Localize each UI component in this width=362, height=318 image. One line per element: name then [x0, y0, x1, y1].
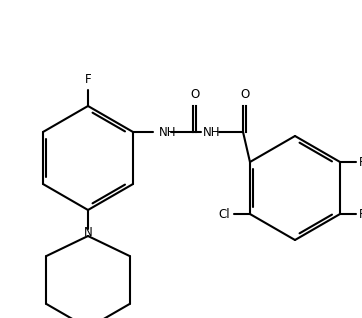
Text: O: O: [240, 88, 249, 101]
Text: Cl: Cl: [218, 208, 230, 220]
Text: F: F: [359, 208, 362, 220]
Text: NH: NH: [203, 126, 220, 139]
Text: O: O: [190, 88, 199, 101]
Text: F: F: [85, 73, 91, 86]
Text: F: F: [359, 156, 362, 169]
Text: NH: NH: [159, 126, 177, 139]
Text: N: N: [84, 225, 92, 238]
